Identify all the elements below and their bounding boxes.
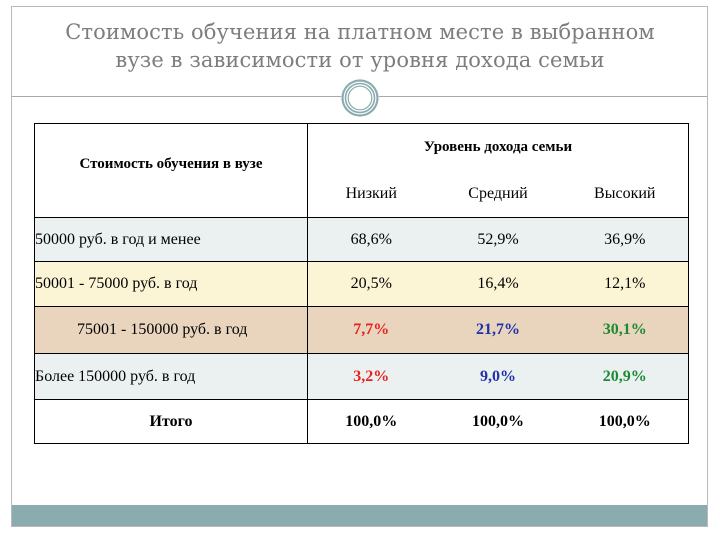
value-mid: 52,9% — [477, 230, 519, 248]
total-value-cell: 100,0% — [307, 399, 435, 444]
value-low: 7,7% — [353, 321, 390, 338]
total-value-cell: 100,0% — [561, 399, 690, 444]
table-row: 50001 - 75000 руб. в год 20,5% 16,4% 12,… — [34, 261, 690, 307]
slide-frame — [11, 6, 708, 527]
row-label: Более 150000 руб. в год — [35, 367, 196, 385]
total-label: Итого — [149, 412, 193, 430]
slide-title-line-2: вузе в зависимости от уровня дохода семь… — [115, 48, 605, 72]
header-low-cell: Низкий — [307, 171, 435, 218]
header-mid-cell: Средний — [434, 171, 562, 218]
value-low: 3,2% — [353, 367, 390, 385]
table-total-row: Итого 100,0% 100,0% 100,0% — [34, 399, 690, 444]
value-cell: 68,6% — [307, 217, 435, 262]
value-high: 20,9% — [602, 367, 647, 385]
value-cell: 20,5% — [307, 261, 435, 307]
value-cell: 30,1% — [561, 306, 690, 354]
table-row: 75001 - 150000 руб. в год 7,7% 21,7% 30,… — [34, 306, 690, 354]
row-label-cell: Более 150000 руб. в год — [34, 353, 308, 400]
value-cell: 52,9% — [434, 217, 562, 262]
value-high: 12,1% — [604, 275, 646, 292]
header-low-label: Низкий — [345, 185, 397, 203]
row-label: 50001 - 75000 руб. в год — [35, 275, 198, 292]
value-cell: 9,0% — [434, 353, 562, 400]
bottom-accent-bar — [12, 505, 707, 526]
value-high: 36,9% — [604, 230, 646, 248]
value-low: 68,6% — [350, 230, 392, 248]
table-row: Более 150000 руб. в год 3,2% 9,0% 20,9% — [34, 353, 690, 400]
row-label: 50000 руб. в год и менее — [35, 230, 201, 248]
ring-ornament-icon — [341, 79, 379, 117]
value-cell: 12,1% — [561, 261, 690, 307]
value-cell: 3,2% — [307, 353, 435, 400]
total-low: 100,0% — [345, 412, 398, 430]
table-header-row: Стоимость обучения в вузе Уровень дохода… — [34, 122, 690, 218]
header-cost-cell: Стоимость обучения в вузе — [34, 123, 308, 218]
value-mid: 16,4% — [477, 275, 519, 292]
header-income-label: Уровень дохода семьи — [423, 139, 573, 156]
value-cell: 21,7% — [434, 306, 562, 354]
header-income-group-cell: Уровень дохода семьи — [306, 122, 690, 172]
row-label-cell: 50000 руб. в год и менее — [34, 217, 308, 262]
table-row: 50000 руб. в год и менее 68,6% 52,9% 36,… — [34, 217, 690, 262]
total-mid: 100,0% — [472, 412, 524, 430]
value-cell: 36,9% — [561, 217, 690, 262]
total-high: 100,0% — [598, 412, 651, 430]
total-value-cell: 100,0% — [434, 399, 562, 444]
row-label: 75001 - 150000 руб. в год — [77, 321, 248, 338]
value-cell: 7,7% — [307, 306, 435, 354]
row-label-cell: 75001 - 150000 руб. в год — [34, 306, 308, 354]
slide-title: Стоимость обучения на платном месте в вы… — [14, 18, 706, 74]
row-label-cell: 50001 - 75000 руб. в год — [34, 261, 308, 307]
header-cost-label: Стоимость обучения в вузе — [79, 156, 263, 172]
cost-by-income-table: Стоимость обучения в вузе Уровень дохода… — [34, 122, 690, 444]
value-high: 30,1% — [602, 321, 647, 338]
value-mid: 21,7% — [476, 321, 520, 338]
slide-title-line-1: Стоимость обучения на платном месте в вы… — [65, 20, 655, 44]
header-high-cell: Высокий — [561, 171, 690, 218]
value-cell: 20,9% — [561, 353, 690, 400]
header-mid-label: Средний — [468, 185, 528, 203]
total-label-cell: Итого — [34, 399, 308, 444]
value-low: 20,5% — [350, 275, 392, 292]
header-high-label: Высокий — [594, 185, 656, 203]
value-mid: 9,0% — [480, 367, 516, 385]
value-cell: 16,4% — [434, 261, 562, 307]
